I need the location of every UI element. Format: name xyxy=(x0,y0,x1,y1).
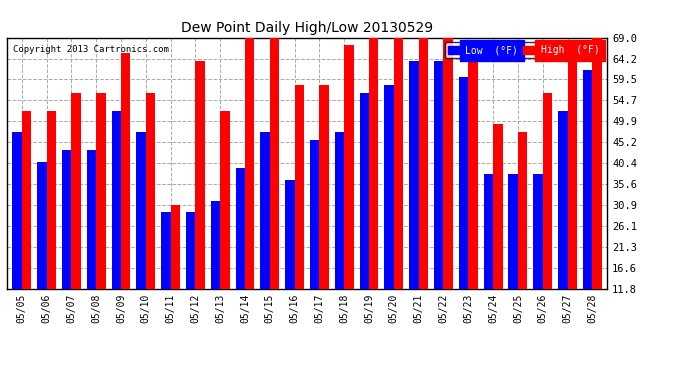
Bar xyxy=(469,45,477,289)
Bar xyxy=(518,132,527,289)
Bar xyxy=(335,132,344,289)
Bar xyxy=(583,70,592,289)
Bar xyxy=(235,168,245,289)
Bar xyxy=(409,61,419,289)
Legend: Low  (°F), High  (°F): Low (°F), High (°F) xyxy=(445,42,602,58)
Bar xyxy=(558,111,567,289)
Bar xyxy=(121,53,130,289)
Bar xyxy=(592,0,602,289)
Bar xyxy=(567,61,577,289)
Bar xyxy=(87,150,96,289)
Bar xyxy=(260,132,270,289)
Bar xyxy=(12,132,22,289)
Bar xyxy=(285,180,295,289)
Bar xyxy=(543,93,552,289)
Bar xyxy=(96,93,106,289)
Bar xyxy=(459,77,469,289)
Bar xyxy=(71,93,81,289)
Bar xyxy=(22,111,31,289)
Bar xyxy=(245,27,255,289)
Bar xyxy=(310,140,319,289)
Bar xyxy=(211,201,220,289)
Bar xyxy=(493,124,502,289)
Bar xyxy=(484,174,493,289)
Bar xyxy=(170,205,180,289)
Bar xyxy=(137,132,146,289)
Text: Copyright 2013 Cartronics.com: Copyright 2013 Cartronics.com xyxy=(13,45,169,54)
Bar xyxy=(62,150,71,289)
Bar xyxy=(220,111,230,289)
Bar xyxy=(434,61,444,289)
Bar xyxy=(47,111,56,289)
Title: Dew Point Daily High/Low 20130529: Dew Point Daily High/Low 20130529 xyxy=(181,21,433,35)
Bar xyxy=(384,85,394,289)
Bar xyxy=(112,111,121,289)
Bar xyxy=(369,14,379,289)
Bar xyxy=(394,0,403,289)
Bar xyxy=(146,93,155,289)
Bar xyxy=(509,174,518,289)
Bar xyxy=(444,2,453,289)
Bar xyxy=(359,93,369,289)
Bar xyxy=(270,27,279,289)
Bar xyxy=(419,2,428,289)
Bar xyxy=(319,85,329,289)
Bar xyxy=(295,85,304,289)
Bar xyxy=(186,212,195,289)
Bar xyxy=(533,174,543,289)
Bar xyxy=(344,45,354,289)
Bar xyxy=(37,162,47,289)
Bar xyxy=(195,61,205,289)
Bar xyxy=(161,212,170,289)
